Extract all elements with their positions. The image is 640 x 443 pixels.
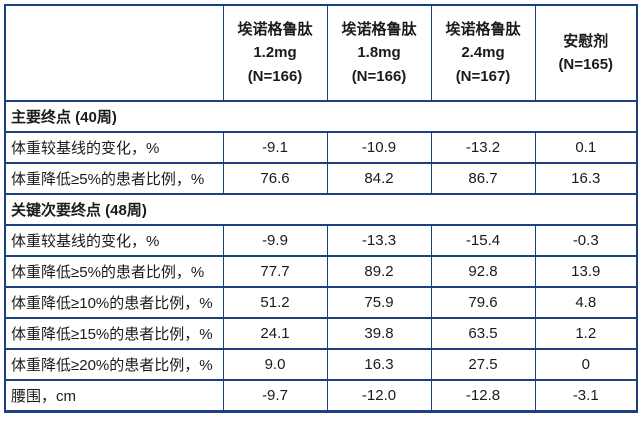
- column-header-line: 2.4mg: [461, 44, 505, 62]
- clinical-results-table: 埃诺格鲁肽 1.2mg (N=166) 埃诺格鲁肽 1.8mg (N=166) …: [4, 4, 638, 413]
- section-header-primary-endpoints: 主要终点 (40周): [4, 100, 638, 133]
- value-cell: -13.3: [326, 224, 432, 257]
- value-cell: -3.1: [534, 379, 638, 412]
- table-row: 体重降低≥5%的患者比例，% 76.6 84.2 86.7 16.3: [4, 162, 638, 195]
- row-label: 体重较基线的变化，%: [4, 131, 224, 164]
- value-cell: 79.6: [430, 286, 536, 319]
- value-cell: 24.1: [222, 317, 328, 350]
- value-cell: 77.7: [222, 255, 328, 288]
- value-cell: 89.2: [326, 255, 432, 288]
- column-header-dose-1-2mg: 埃诺格鲁肽 1.2mg (N=166): [222, 4, 328, 102]
- column-header-line: (N=165): [558, 56, 614, 73]
- column-header-line: (N=166): [247, 67, 303, 85]
- row-label: 体重降低≥5%的患者比例，%: [4, 162, 224, 195]
- table-row-waist-circumference: 腰围，cm -9.7 -12.0 -12.8 -3.1: [4, 379, 638, 412]
- value-cell: 13.9: [534, 255, 638, 288]
- column-header-line: 埃诺格鲁肽: [237, 21, 313, 39]
- table-row: 体重降低≥20%的患者比例，% 9.0 16.3 27.5 0: [4, 348, 638, 381]
- corner-cell: [4, 4, 224, 102]
- value-cell: 75.9: [326, 286, 432, 319]
- table-row: 体重较基线的变化，% -9.9 -13.3 -15.4 -0.3: [4, 224, 638, 257]
- row-label: 体重降低≥10%的患者比例，%: [4, 286, 224, 319]
- row-label: 体重降低≥5%的患者比例，%: [4, 255, 224, 288]
- table-row: 体重降低≥5%的患者比例，% 77.7 89.2 92.8 13.9: [4, 255, 638, 288]
- value-cell: -9.7: [222, 379, 328, 412]
- row-label: 体重降低≥15%的患者比例，%: [4, 317, 224, 350]
- value-cell: 92.8: [430, 255, 536, 288]
- table-row: 体重降低≥10%的患者比例，% 51.2 75.9 79.6 4.8: [4, 286, 638, 319]
- column-header-line: 1.2mg: [253, 44, 297, 62]
- value-cell: 16.3: [326, 348, 432, 381]
- value-cell: -12.0: [326, 379, 432, 412]
- value-cell: 9.0: [222, 348, 328, 381]
- value-cell: 27.5: [430, 348, 536, 381]
- value-cell: 76.6: [222, 162, 328, 195]
- section-header-key-secondary-endpoints: 关键次要终点 (48周): [4, 193, 638, 226]
- column-header-line: (N=166): [351, 67, 407, 85]
- table-row: 体重降低≥15%的患者比例，% 24.1 39.8 63.5 1.2: [4, 317, 638, 350]
- value-cell: 39.8: [326, 317, 432, 350]
- column-header-dose-1-8mg: 埃诺格鲁肽 1.8mg (N=166): [326, 4, 432, 102]
- row-label: 腰围，cm: [4, 379, 224, 412]
- section-header-label: 关键次要终点 (48周): [4, 193, 638, 226]
- value-cell: -9.1: [222, 131, 328, 164]
- value-cell: -12.8: [430, 379, 536, 412]
- value-cell: -15.4: [430, 224, 536, 257]
- column-header-line: 安慰剂: [563, 32, 609, 50]
- header-row: 埃诺格鲁肽 1.2mg (N=166) 埃诺格鲁肽 1.8mg (N=166) …: [4, 4, 638, 102]
- value-cell: 4.8: [534, 286, 638, 319]
- value-cell: -10.9: [326, 131, 432, 164]
- column-header-line: (N=167): [455, 67, 511, 85]
- column-header-line: 埃诺格鲁肽: [445, 21, 521, 39]
- row-label: 体重较基线的变化，%: [4, 224, 224, 257]
- column-header-line: 1.8mg: [357, 44, 401, 62]
- row-label: 体重降低≥20%的患者比例，%: [4, 348, 224, 381]
- value-cell: 86.7: [430, 162, 536, 195]
- value-cell: -13.2: [430, 131, 536, 164]
- section-header-label: 主要终点 (40周): [4, 100, 638, 133]
- value-cell: -0.3: [534, 224, 638, 257]
- value-cell: 0.1: [534, 131, 638, 164]
- column-header-placebo: 安慰剂 (N=165): [534, 4, 638, 102]
- value-cell: 16.3: [534, 162, 638, 195]
- value-cell: 1.2: [534, 317, 638, 350]
- value-cell: 63.5: [430, 317, 536, 350]
- value-cell: 0: [534, 348, 638, 381]
- column-header-dose-2-4mg: 埃诺格鲁肽 2.4mg (N=167): [430, 4, 536, 102]
- column-header-line: 埃诺格鲁肽: [341, 21, 417, 39]
- table-row: 体重较基线的变化，% -9.1 -10.9 -13.2 0.1: [4, 131, 638, 164]
- value-cell: 51.2: [222, 286, 328, 319]
- value-cell: -9.9: [222, 224, 328, 257]
- value-cell: 84.2: [326, 162, 432, 195]
